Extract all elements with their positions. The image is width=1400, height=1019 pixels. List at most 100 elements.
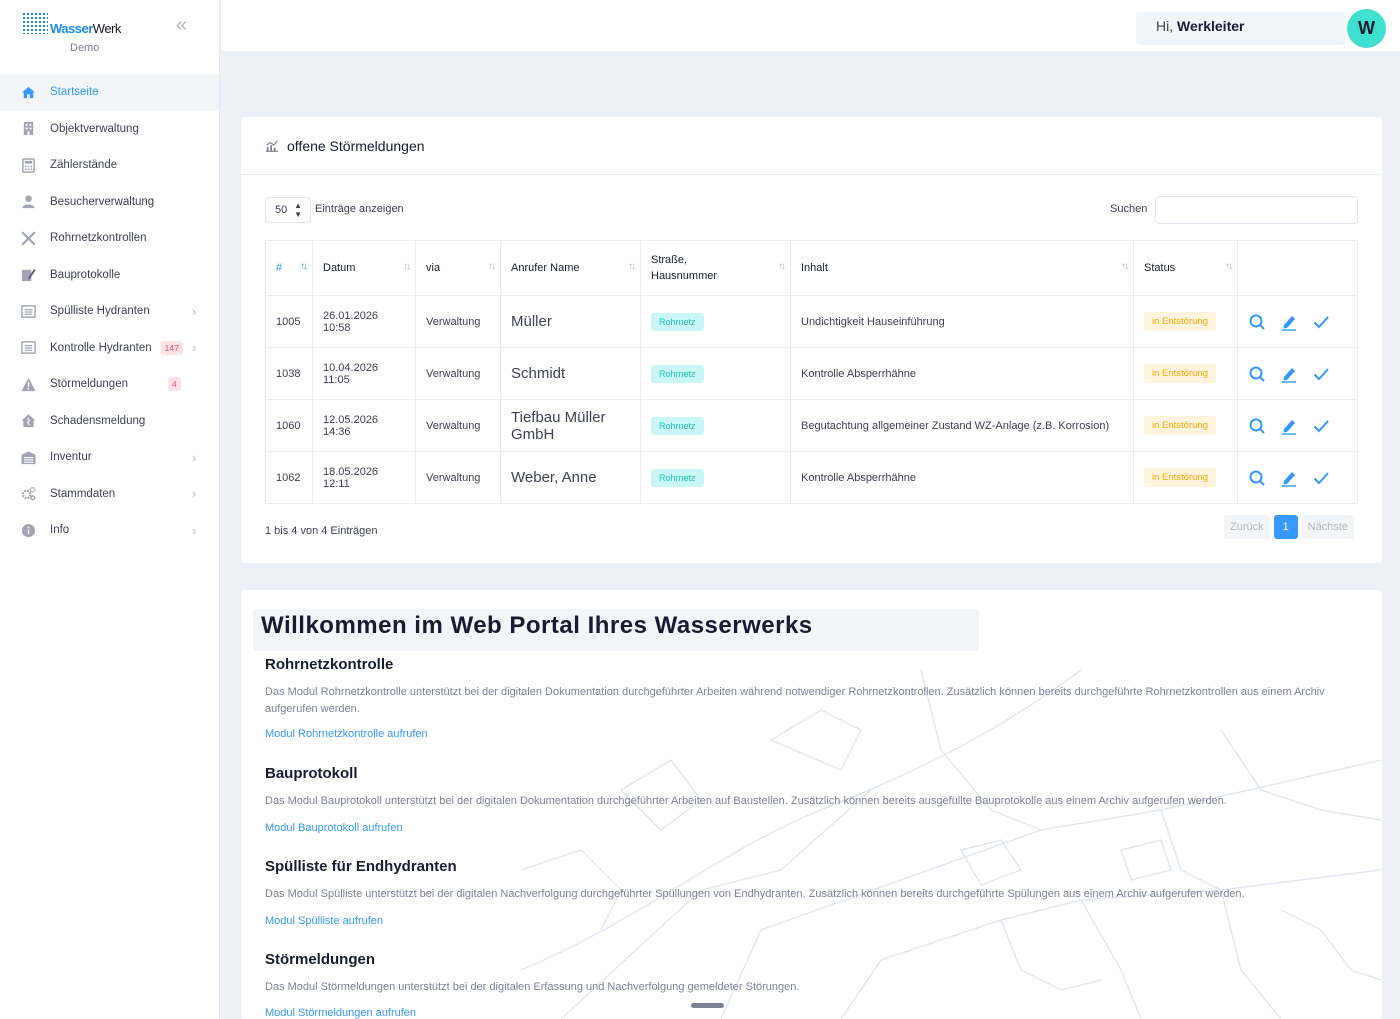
check-icon[interactable]	[1312, 365, 1330, 383]
chart-line-icon	[265, 139, 279, 152]
column-header-strasse[interactable]: Straße, Hausnummer ↑↓	[640, 240, 791, 296]
time-text: 12:11	[323, 477, 350, 490]
section-text-rohrnetzkontrolle: Das Modul Rohrnetzkontrolle unterstützt …	[265, 686, 1325, 715]
sidebar-item-label: Startseite	[50, 86, 99, 99]
search-input[interactable]	[1155, 196, 1358, 224]
sort-icon: ↑↓	[628, 261, 636, 272]
edit-icon[interactable]	[1280, 365, 1298, 383]
column-header-inhalt[interactable]: Inhalt ↑↓	[790, 240, 1134, 296]
time-text: 11:05	[323, 373, 350, 386]
sort-icon: ↑↓	[488, 261, 496, 272]
section-heading-bauprotokoll: Bauprotokoll	[265, 765, 358, 782]
column-label: Inhalt	[801, 262, 828, 274]
cell-content: Undichtigkeit Hauseinführung	[790, 295, 1134, 348]
sidebar-item-stoermeldungen[interactable]: Störmeldungen 4	[0, 366, 219, 403]
welcome-card: Willkommen im Web Portal Ihres Wasserwer…	[241, 590, 1382, 1019]
cell-date: 26.01.2026 10:58	[312, 295, 416, 348]
sidebar-item-label: Kontrolle Hydranten	[50, 341, 152, 354]
table-info: 1 bis 4 von 4 Einträgen	[265, 525, 378, 537]
sidebar-item-startseite[interactable]: Startseite	[0, 74, 219, 111]
cell-date: 18.05.2026 12:11	[312, 451, 416, 504]
table-row: 1005 26.01.2026 10:58 Verwaltung Müller R…	[265, 295, 1358, 348]
scroll-indicator[interactable]	[691, 1003, 724, 1008]
cell-via: Verwaltung	[415, 451, 501, 504]
sidebar-item-kontrolle-hydranten[interactable]: Kontrolle Hydranten 147 ›	[0, 330, 219, 367]
cell-caller-name: Schmidt	[500, 347, 641, 400]
column-header-id[interactable]: # ↑↓	[265, 240, 313, 296]
pagination-next[interactable]: Nächste	[1301, 515, 1354, 539]
sort-icon: ↑↓	[1225, 261, 1233, 272]
logo-text[interactable]: WasserWerk	[50, 21, 121, 36]
cell-street: Rohrnetz	[640, 347, 791, 400]
check-icon[interactable]	[1312, 469, 1330, 487]
link-bauprotokoll[interactable]: Modul Bauprotokoll aufrufen	[265, 822, 403, 834]
sort-icon: ↑↓	[403, 261, 411, 272]
cell-via: Verwaltung	[415, 347, 501, 400]
sidebar-item-besucherverwaltung[interactable]: Besucherverwaltung	[0, 184, 219, 221]
link-rohrnetzkontrolle[interactable]: Modul Rohrnetzkontrolle aufrufen	[265, 728, 428, 740]
sidebar-item-label: Störmeldungen	[50, 378, 128, 391]
column-header-actions	[1237, 240, 1358, 296]
column-header-datum[interactable]: Datum ↑↓	[312, 240, 416, 296]
collapse-sidebar-icon[interactable]: «	[176, 14, 188, 36]
time-text: 10:58	[323, 321, 351, 334]
edit-icon[interactable]	[1280, 417, 1298, 435]
table-header-row: # ↑↓ Datum ↑↓ via ↑↓ Anrufer Name ↑↓ Straße,…	[265, 240, 1358, 296]
sidebar-item-objektverwaltung[interactable]: Objektverwaltung	[0, 111, 219, 148]
column-label: Straße, Hausnummer	[651, 254, 718, 282]
chevron-right-icon: ›	[192, 522, 197, 538]
entries-length-select[interactable]: 50 ▲ ▼	[265, 197, 311, 223]
search-icon[interactable]	[1248, 469, 1266, 487]
count-badge: 4	[168, 377, 181, 392]
edit-icon[interactable]	[1280, 469, 1298, 487]
link-spuelliste[interactable]: Modul Spülliste aufrufen	[265, 915, 384, 927]
sidebar-item-zaehlerstaende[interactable]: Zählerstände	[0, 147, 219, 184]
cell-street: Rohrnetz	[640, 399, 791, 452]
street-badge: Rohrnetz	[651, 468, 704, 487]
sidebar-item-info[interactable]: Info ›	[0, 512, 219, 549]
username: Werkleiter	[1177, 18, 1245, 34]
sidebar-item-spuelliste-hydranten[interactable]: Spülliste Hydranten ›	[0, 293, 219, 330]
column-header-via[interactable]: via ↑↓	[415, 240, 501, 296]
welcome-title: Willkommen im Web Portal Ihres Wasserwer…	[261, 612, 813, 639]
section-text-spuelliste: Das Modul Spülliste unterstützt bei der …	[265, 888, 1245, 900]
pagination-previous[interactable]: Zurück	[1224, 515, 1270, 539]
sidebar-item-rohrnetzkontrollen[interactable]: Rohrnetzkontrollen	[0, 220, 219, 257]
status-badge: in Entstörung	[1144, 468, 1216, 487]
sidebar-item-schadensmeldung[interactable]: Schadensmeldung	[0, 403, 219, 440]
search-icon[interactable]	[1248, 313, 1266, 331]
cell-content: Kontrolle Absperrhähne	[790, 347, 1134, 400]
faults-table: # ↑↓ Datum ↑↓ via ↑↓ Anrufer Name ↑↓ Straße,…	[265, 240, 1358, 504]
cell-id: 1060	[265, 399, 313, 452]
user-menu[interactable]: Hi, Werkleiter	[1136, 12, 1346, 45]
cell-status: in Entstörung	[1133, 295, 1238, 348]
pagination-page-1[interactable]: 1	[1273, 515, 1298, 539]
date-text: 10.04.2026	[323, 361, 379, 374]
sidebar-item-bauprotokolle[interactable]: Bauprotokolle	[0, 257, 219, 294]
link-stoermeldungen[interactable]: Modul Störmeldungen aufrufen	[265, 1007, 417, 1019]
cell-street: Rohrnetz	[640, 451, 791, 504]
sort-icon: ↑↓	[778, 261, 786, 272]
check-icon[interactable]	[1312, 313, 1330, 331]
building-icon	[21, 121, 36, 136]
column-label: Anrufer Name	[511, 262, 580, 274]
sidebar-item-label: Objektverwaltung	[50, 122, 139, 135]
section-heading-stoermeldungen: Störmeldungen	[265, 951, 376, 968]
cell-content: Begutachtung allgemeiner Zustand WZ-Anla…	[790, 399, 1134, 452]
edit-icon[interactable]	[1280, 313, 1298, 331]
sidebar-item-label: Bauprotokolle	[50, 268, 121, 281]
check-icon[interactable]	[1312, 417, 1330, 435]
cell-street: Rohrnetz	[640, 295, 791, 348]
table-row: 1038 10.04.2026 11:05 Verwaltung Schmidt…	[265, 347, 1358, 400]
sort-icon: ↑↓	[1121, 261, 1129, 272]
sidebar-item-stammdaten[interactable]: Stammdaten ›	[0, 476, 219, 513]
topbar: Hi, Werkleiter W	[221, 0, 1400, 51]
avatar[interactable]: W	[1347, 9, 1386, 48]
sidebar-item-inventur[interactable]: Inventur ›	[0, 439, 219, 476]
column-header-status[interactable]: Status ↑↓	[1133, 240, 1238, 296]
search-icon[interactable]	[1248, 417, 1266, 435]
date-text: 26.01.2026	[323, 309, 379, 322]
time-text: 14:36	[323, 425, 351, 438]
search-icon[interactable]	[1248, 365, 1266, 383]
column-header-anrufer-name[interactable]: Anrufer Name ↑↓	[500, 240, 641, 296]
